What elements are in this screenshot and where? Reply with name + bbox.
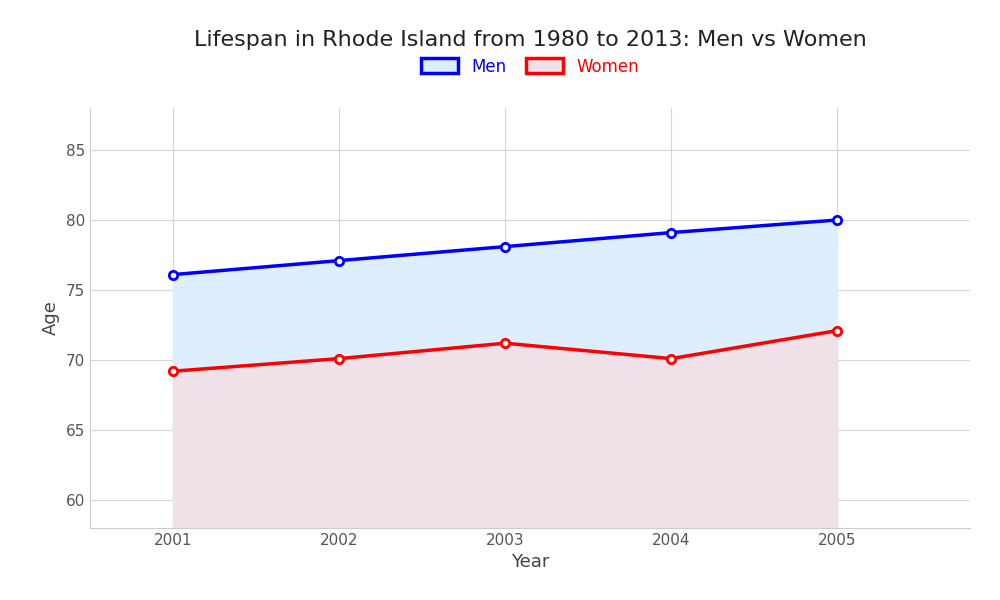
Title: Lifespan in Rhode Island from 1980 to 2013: Men vs Women: Lifespan in Rhode Island from 1980 to 20…	[194, 29, 866, 49]
X-axis label: Year: Year	[511, 553, 549, 571]
Y-axis label: Age: Age	[42, 301, 60, 335]
Legend: Men, Women: Men, Women	[421, 58, 639, 76]
